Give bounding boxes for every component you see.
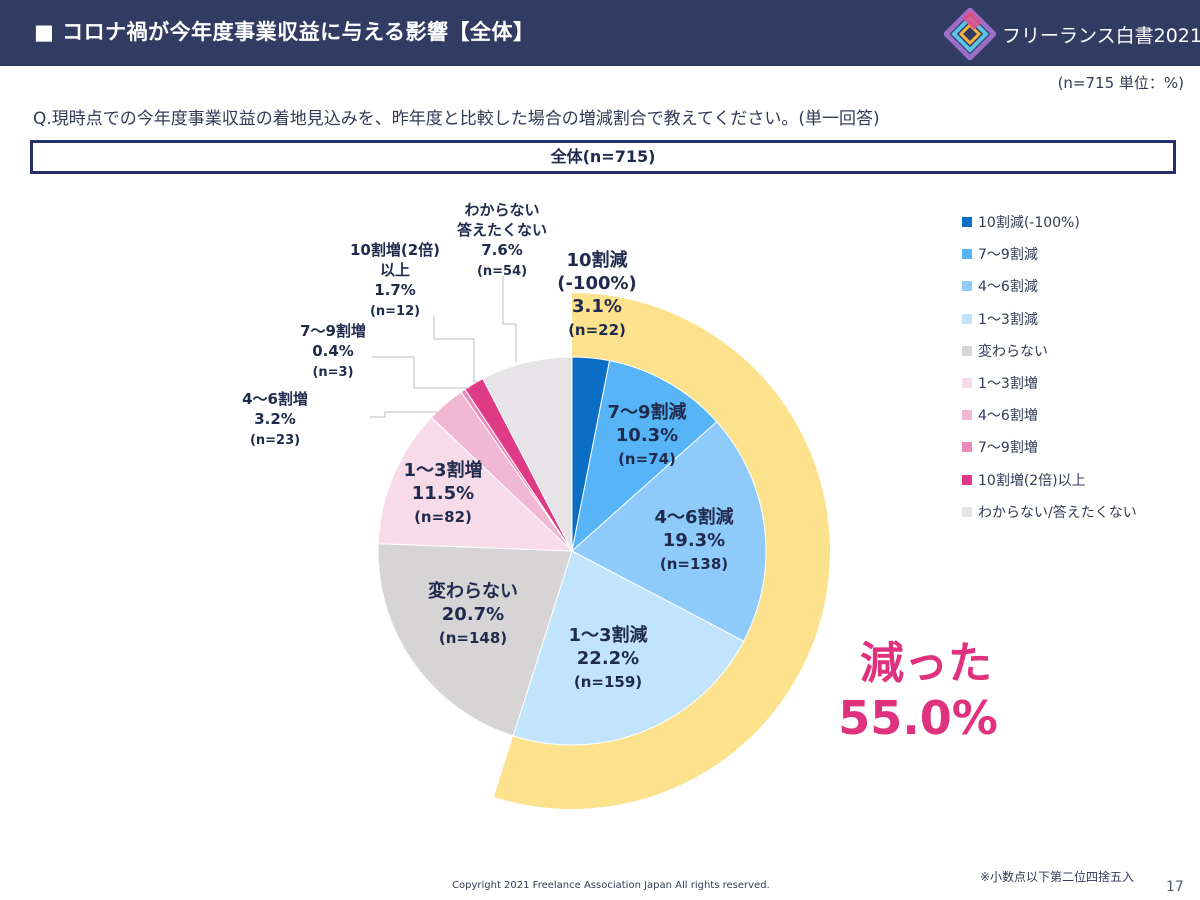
legend-item: 10割増(2倍)以上 — [962, 464, 1137, 496]
pie-slice-10 — [482, 356, 573, 552]
pie-slice-6 — [377, 416, 574, 552]
slice-label-7to9割増: 7～9割増 0.4% (n=3) — [300, 322, 366, 380]
slice-value-label: 0.4% — [312, 342, 354, 360]
slice-name-label: 10割増(2倍) — [350, 241, 440, 259]
legend-item: 7～9割増 — [962, 431, 1137, 463]
legend-item: 変わらない — [962, 335, 1137, 367]
slice-name-label: 4～6割減 — [654, 506, 733, 528]
legend-swatch — [962, 506, 972, 517]
leader-line-10 — [502, 276, 517, 362]
legend-label: 4～6割増 — [978, 408, 1038, 425]
slice-value-label: 20.7% — [442, 604, 504, 625]
slice-value-label: 7.6% — [481, 241, 523, 259]
slice-name-label: 10割減 — [566, 249, 627, 271]
slice-name-label: (-100%) — [557, 273, 637, 294]
legend-swatch — [962, 410, 972, 421]
slice-value-label: 19.3% — [663, 530, 725, 551]
legend-label: 7～9割減 — [978, 247, 1038, 264]
logo-text: フリーランス白書2021 — [1002, 25, 1200, 47]
slice-label-10割増2倍以上: 10割増(2倍) 以上 1.7% (n=12) — [350, 241, 440, 319]
legend-item: 4～6割増 — [962, 399, 1137, 431]
legend-label: 7～9割増 — [978, 440, 1038, 457]
pie-slice-4 — [512, 550, 745, 746]
question-text: Q.現時点での今年度事業収益の着地見込みを、昨年度と比較した場合の増減割合で教え… — [33, 109, 880, 129]
legend-item: 10割減(-100%) — [962, 206, 1137, 238]
slice-count-label: (n=82) — [414, 508, 472, 526]
legend-label: 1～3割減 — [978, 311, 1038, 328]
slice-count-label: (n=23) — [250, 433, 300, 448]
legend-item: わからない/答えたくない — [962, 496, 1137, 528]
legend-label: 変わらない — [978, 343, 1048, 360]
slice-label-4to6割減: 4～6割減 19.3% (n=138) — [654, 506, 733, 573]
legend-label: わからない/答えたくない — [978, 504, 1137, 521]
slice-value-label: 3.2% — [254, 410, 296, 428]
legend-label: 1～3割増 — [978, 376, 1038, 393]
slice-value-label: 10.3% — [616, 425, 678, 446]
legend-item: 1～3割減 — [962, 303, 1137, 335]
slice-label-わからない-答えたくない: わからない答えたくない 7.6% (n=54) — [457, 201, 547, 279]
leader-line-9 — [433, 316, 478, 383]
slice-count-label: (n=12) — [370, 304, 420, 319]
legend-swatch — [962, 345, 972, 356]
unit-note: (n=715 単位：%) — [1057, 74, 1184, 92]
chart-legend: 10割減(-100%) 7～9割減 4～6割減 1～3割減変わらない 1～3割増 4～6割… — [962, 206, 1137, 528]
slice-count-label: (n=22) — [568, 321, 626, 339]
legend-label: 4～6割減 — [978, 279, 1038, 296]
pie-slice-2 — [571, 360, 718, 553]
slice-name-label: わからない — [464, 201, 539, 219]
slice-value-label: 1.7% — [374, 281, 416, 299]
leader-line-8 — [372, 356, 470, 389]
legend-swatch — [962, 378, 972, 389]
legend-swatch — [962, 442, 972, 453]
slice-count-label: (n=148) — [439, 629, 507, 647]
legend-label: 10割減(-100%) — [978, 215, 1080, 232]
pie-slice-3 — [571, 421, 767, 642]
legend-swatch — [962, 281, 972, 292]
footnote: ※小数点以下第二位四捨五入 — [980, 870, 1135, 884]
decrease-total-label: 減った — [860, 638, 992, 689]
diamond-logo-icon — [944, 8, 996, 60]
page-number: 17 — [1166, 879, 1184, 895]
legend-item: 1～3割増 — [962, 367, 1137, 399]
slice-label-1to3割減: 1～3割減 22.2% (n=159) — [568, 624, 647, 691]
slice-name-label: 答えたくない — [457, 221, 547, 239]
legend-swatch — [962, 474, 972, 485]
slice-name-label: 変わらない — [428, 580, 518, 602]
legend-label: 10割増(2倍)以上 — [978, 472, 1086, 489]
decrease-total-value: 55.0% — [838, 691, 998, 745]
slice-label-1to3割増: 1～3割増 11.5% (n=82) — [403, 459, 482, 526]
slice-value-label: 3.1% — [572, 296, 622, 317]
slice-value-label: 11.5% — [412, 483, 474, 504]
slice-count-label: (n=138) — [660, 555, 728, 573]
legend-item: 4～6割減 — [962, 270, 1137, 302]
slice-label-10割減100: 10割減(-100%) 3.1% (n=22) — [557, 249, 637, 339]
slice-count-label: (n=74) — [618, 450, 676, 468]
slice-count-label: (n=3) — [312, 365, 353, 380]
slice-name-label: 1～3割減 — [568, 624, 647, 646]
slice-label-7to9割減: 7～9割減 10.3% (n=74) — [607, 401, 686, 468]
legend-swatch — [962, 249, 972, 260]
leader-line-7 — [370, 411, 437, 418]
total-label: 全体(n=715) — [30, 140, 1176, 174]
slice-name-label: 4～6割増 — [242, 390, 308, 408]
slice-value-label: 22.2% — [577, 648, 639, 669]
slice-label-変わらない: 変わらない 20.7% (n=148) — [428, 580, 518, 647]
slice-count-label: (n=54) — [477, 264, 527, 279]
pie-slice-5 — [377, 543, 573, 737]
page-title: ■ コロナ禍が今年度事業収益に与える影響【全体】 — [34, 20, 535, 44]
slice-name-label: 7～9割減 — [607, 401, 686, 423]
header-bar: ■ コロナ禍が今年度事業収益に与える影響【全体】 フリーランス白書2021 — [0, 0, 1200, 66]
slice-label-4to6割増: 4～6割増 3.2% (n=23) — [242, 390, 308, 448]
legend-swatch — [962, 217, 972, 228]
legend-swatch — [962, 313, 972, 324]
slice-name-label: 7～9割増 — [300, 322, 366, 340]
slice-name-label: 1～3割増 — [403, 459, 482, 481]
slice-name-label: 以上 — [380, 261, 410, 279]
legend-item: 7～9割減 — [962, 238, 1137, 270]
copyright: Copyright 2021 Freelance Association Jap… — [452, 880, 770, 891]
brand-logo: フリーランス白書2021 — [944, 8, 1200, 60]
slice-count-label: (n=159) — [574, 673, 642, 691]
